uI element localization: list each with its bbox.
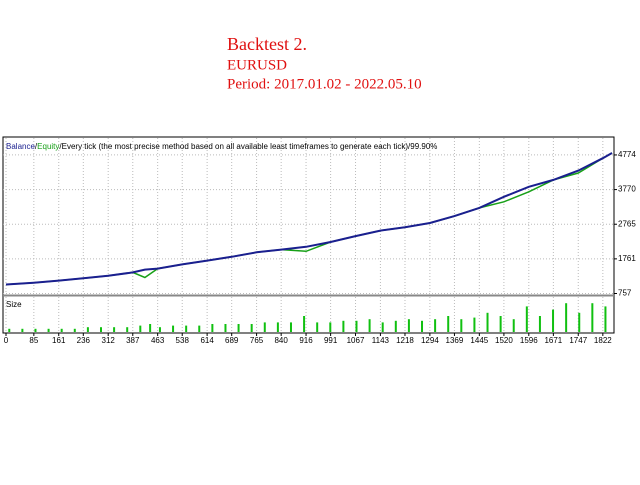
legend-separator: / — [35, 142, 38, 151]
size-bar — [394, 320, 397, 332]
x-tick-label: 840 — [274, 336, 288, 345]
size-bar — [565, 303, 568, 332]
y-tick-label: 1761 — [618, 254, 636, 263]
x-tick-label: 312 — [102, 336, 116, 345]
title: Backtest 2. — [227, 34, 307, 54]
size-bar — [60, 328, 63, 332]
size-bar — [224, 324, 227, 332]
x-tick-label: 236 — [77, 336, 91, 345]
size-bar — [381, 322, 384, 332]
size-bar — [158, 327, 161, 332]
size-bar — [172, 325, 175, 332]
x-tick-label: 614 — [200, 336, 214, 345]
x-tick-label: 1067 — [347, 336, 365, 345]
x-tick-label: 538 — [176, 336, 190, 345]
size-bar — [198, 325, 201, 332]
y-tick-label: 4774 — [618, 150, 636, 159]
size-bar — [460, 319, 463, 332]
size-bar — [211, 324, 214, 332]
x-tick-label: 85 — [29, 336, 38, 345]
size-bar — [237, 324, 240, 332]
size-bar — [47, 328, 50, 332]
legend-note: Every tick (the most precise method base… — [62, 142, 409, 151]
size-bar — [499, 316, 502, 332]
legend: Balance/Equity/Every tick (the most prec… — [6, 142, 437, 151]
size-bar — [139, 325, 142, 332]
size-bar — [99, 327, 102, 332]
size-bar — [591, 303, 594, 332]
series-line — [5, 152, 613, 286]
x-tick-label: 1294 — [421, 336, 439, 345]
size-bar — [538, 316, 541, 332]
size-bar — [316, 322, 319, 332]
size-bar — [73, 328, 76, 332]
size-bar — [368, 319, 371, 332]
x-tick-label: 0 — [4, 336, 9, 345]
size-bar — [578, 312, 581, 332]
x-tick-label: 1747 — [569, 336, 587, 345]
x-tick-label: 463 — [151, 336, 165, 345]
size-bar — [303, 316, 306, 332]
x-tick-label: 1445 — [470, 336, 488, 345]
size-bar — [421, 320, 424, 332]
panel-title: Size — [6, 300, 22, 309]
legend-quality: 99.90% — [410, 142, 437, 151]
legend-separator: / — [408, 142, 411, 151]
x-tick-label: 689 — [225, 336, 239, 345]
size-bar — [113, 327, 116, 332]
size-bar — [407, 319, 410, 332]
x-tick-label: 1671 — [544, 336, 562, 345]
legend-separator: / — [59, 142, 62, 151]
size-bar — [342, 320, 345, 332]
x-tick-label: 1596 — [520, 336, 538, 345]
size-bar — [126, 327, 129, 332]
size-bar — [552, 309, 555, 332]
size-bar — [355, 320, 358, 332]
y-tick-label: 757 — [618, 289, 632, 298]
size-bar — [149, 324, 152, 332]
size-bar — [276, 322, 279, 332]
x-tick-label: 1369 — [446, 336, 464, 345]
legend-balance: Balance — [6, 142, 35, 151]
size-bar — [34, 328, 37, 332]
size-bar — [486, 312, 489, 332]
period: Period: 2017.01.02 - 2022.05.10 — [227, 76, 422, 92]
main-panel — [2, 136, 615, 296]
x-tick-label: 1143 — [372, 336, 390, 345]
x-tick-label: 916 — [299, 336, 313, 345]
x-tick-label: 1520 — [495, 336, 513, 345]
size-bar — [185, 325, 188, 332]
size-bar — [525, 306, 528, 332]
size-bar — [263, 322, 266, 332]
size-bar — [604, 306, 607, 332]
size-panel — [2, 295, 615, 334]
size-bar — [250, 324, 253, 332]
size-bar — [8, 328, 11, 332]
x-tick-label: 1822 — [594, 336, 612, 345]
x-tick-label: 991 — [324, 336, 338, 345]
size-bar — [512, 319, 515, 332]
size-bar — [289, 322, 292, 332]
x-tick-label: 765 — [250, 336, 264, 345]
legend-equity: Equity — [37, 142, 59, 151]
y-tick-label: 2765 — [618, 219, 636, 228]
size-bar — [473, 317, 476, 332]
x-tick-label: 387 — [126, 336, 140, 345]
symbol: EURUSD — [227, 57, 287, 73]
size-bar — [447, 316, 450, 332]
size-bar — [434, 319, 437, 332]
x-tick-label: 161 — [52, 336, 66, 345]
size-bar — [21, 328, 24, 332]
y-tick-label: 3770 — [618, 185, 636, 194]
size-bar — [86, 327, 89, 332]
size-bar — [329, 322, 332, 332]
x-tick-label: 1218 — [396, 336, 414, 345]
